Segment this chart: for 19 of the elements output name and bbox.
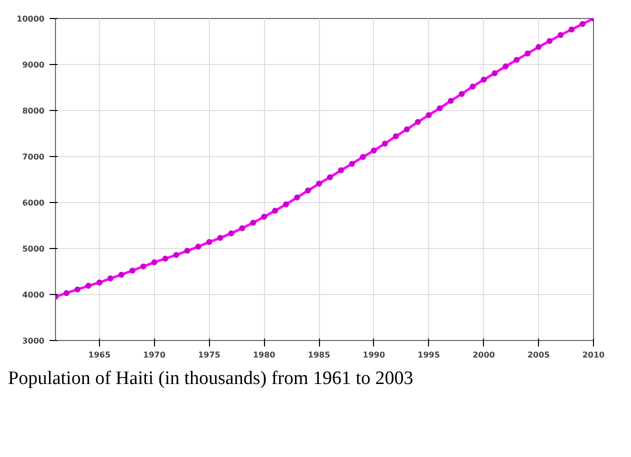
x-tick-label: 1965 [88,350,111,360]
y-tick-label: 5000 [22,244,45,254]
x-tick-label: 1980 [252,350,276,360]
y-tick-label: 8000 [22,106,45,116]
x-tick-label: 2010 [582,350,606,360]
x-tick-label: 1970 [143,350,166,360]
text: Population of Haiti (in thousands) from 1961 to 2003 [8,367,414,391]
x-tick-label: 1995 [418,350,440,360]
y-tick-label: 9000 [22,60,45,70]
x-tick-label: 1990 [362,350,386,360]
x-tick-label: 1985 [308,350,331,360]
y-tick-label: 6000 [22,198,45,208]
x-tick-label: 2005 [527,350,550,360]
y-tick-label: 3000 [22,336,45,346]
y-tick-label: 4000 [22,290,45,300]
y-tick-label: 7000 [22,152,45,162]
x-tick-label: 2000 [472,350,496,360]
x-tick-label: 1975 [198,350,221,360]
y-tick-label: 10000 [16,14,45,24]
